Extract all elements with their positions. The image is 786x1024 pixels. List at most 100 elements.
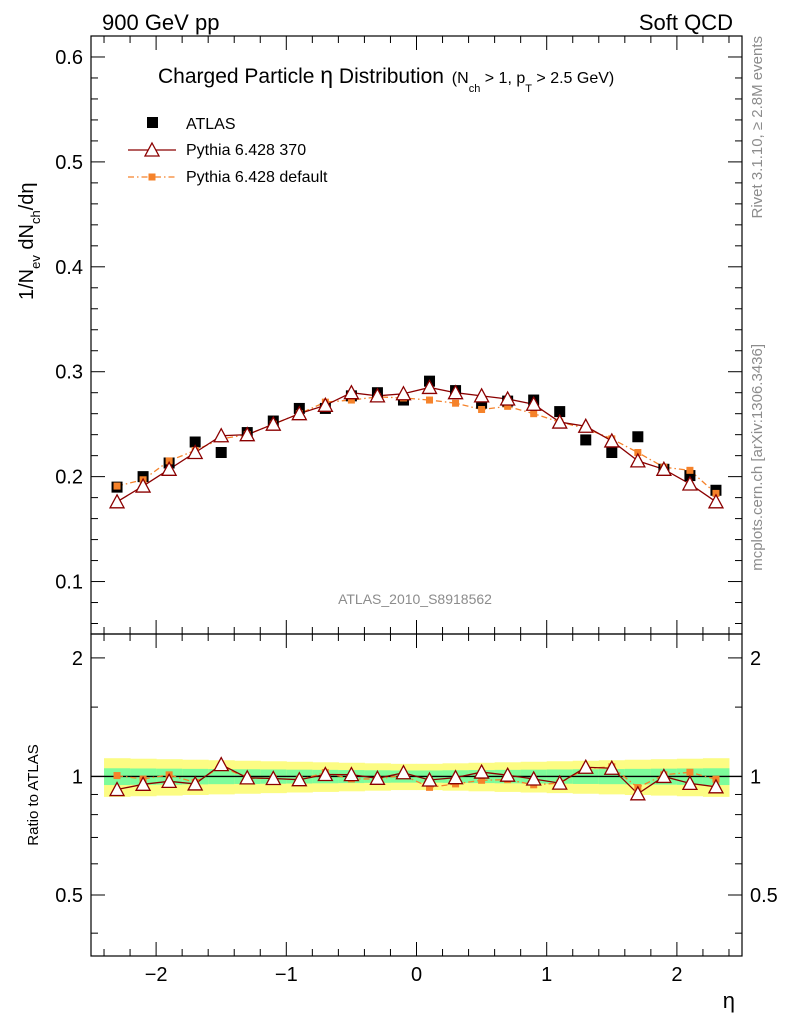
ratio-point-pythia-370 [317,766,334,782]
pythia-370-point [187,444,204,460]
y-tick-label: 0.3 [55,362,83,384]
x-tick-label: −2 [145,964,168,986]
pythia-370-point [421,379,438,395]
ratio-y-axis-label: Ratio to ATLAS [25,744,42,845]
ratio-point-pythia-370 [108,781,126,797]
ratio-tick-label-right: 2 [750,648,761,670]
ratio-point-pythia-370 [447,769,464,785]
y-tick-label: 0.6 [55,47,83,69]
ylabel-a: 1/N [16,269,38,300]
ratio-point-pythia-370 [499,766,516,782]
pythia-370-point [343,384,360,400]
x-axis-label: η [723,988,735,1013]
y-tick-label: 0.5 [55,152,83,174]
ratio-point-pythia-370 [213,756,230,772]
ratio-tick-label: 0.5 [55,885,83,907]
ratio-panel: −2 −1 0 1 2 0.5 0.5 1 1 2 2 [55,633,778,986]
ratio-point-pythia-370 [473,763,490,779]
y-tick-label: 0.2 [55,467,83,489]
chart-title-main: Charged Particle [158,65,314,88]
ylabel-c: /dη [16,182,38,210]
ratio-point-pythia-370 [707,778,725,794]
pythia-default-point [113,482,121,490]
main-panel: 0.1 0.2 0.3 0.4 0.5 0.6 Charged Particle η Di… [55,35,743,797]
ratio-tick-label-right: 0.5 [750,885,778,907]
pythia-default-point [634,449,642,457]
legend-marker-pythia-370 [143,141,161,157]
subtitle-mid: > 1, p [480,70,525,87]
y-axis-label: 1/Nev dNch/dη [16,182,43,300]
pythia-370-point [213,427,230,443]
ratio-tick-label: 1 [72,766,83,788]
pythia-370-point [161,460,178,476]
pythia-370-point [473,387,490,403]
atlas-point [580,434,592,446]
atlas-point [606,447,618,459]
legend-marker-atlas [147,117,158,128]
pythia-default-point [712,489,720,497]
ratio-tick-label-right: 1 [750,766,761,788]
main-series-group [108,375,725,509]
chart-title-tail: Distribution [339,65,444,88]
ratio-point-pythia-370 [161,772,178,788]
legend-label-pythia-default: Pythia 6.428 default [186,169,328,186]
atlas-point [684,470,696,482]
ratio-point-pythia-370 [343,766,360,782]
pythia-default-point [478,405,486,413]
pythia-370-point [134,477,152,493]
ratio-point-pythia-370 [187,775,204,791]
pythia-370-point [499,390,516,406]
pythia-370-point [629,452,646,468]
pythia-370-point [291,405,308,421]
ratio-point-pythia-370 [395,764,412,780]
legend-marker-pythia-default [148,173,156,181]
pythia-default-point [686,466,694,474]
ratio-point-pythia-370 [681,775,699,791]
ratio-uncertainty-band [91,758,742,797]
atlas-point [632,431,644,443]
ratio-point-pythia-370 [421,771,438,787]
ratio-point-pythia-370 [551,774,568,790]
ratio-point-pythia-370 [629,785,646,801]
pythia-default-point [504,402,512,410]
pythia-370-point [551,413,568,429]
atlas-point [189,436,201,448]
ratio-point-pythia-default [686,768,694,776]
rivet-version-label: Rivet 3.1.10, ≥ 2.8M events [749,36,766,219]
ylabel-b: dN [16,224,38,255]
pythia-default-point [426,396,434,404]
atlas-point [476,397,488,409]
chart-subtitle: (Nch > 1, pT > 2.5 GeV) [452,70,614,95]
x-tick-label: 1 [541,964,552,986]
ratio-point-pythia-default [113,772,121,780]
pythia-370-point [603,432,620,448]
pythia-370-point [239,426,256,442]
y-tick-label: 0.4 [55,257,83,279]
ylabel-ev: ev [28,255,43,269]
ratio-point-pythia-370 [134,775,152,791]
analysis-tag: ATLAS_2010_S8918562 [338,591,492,607]
pythia-370-point [681,475,699,491]
ratio-point-pythia-370 [577,758,594,774]
ratio-series-group [108,756,725,801]
x-tick-label: 2 [671,964,682,986]
ratio-point-pythia-370 [525,770,542,786]
pythia-370-point [525,395,542,411]
ratio-axis-ticks: −2 −1 0 1 2 0.5 0.5 1 1 2 2 [55,634,778,986]
subtitle-ch: ch [469,83,481,95]
subtitle-open: (N [452,70,469,87]
y-tick-label: 0.1 [55,572,83,594]
x-tick-label: 0 [411,964,422,986]
pythia-370-point [655,460,672,476]
pythia-370-point [395,385,412,401]
atlas-point [554,406,566,418]
chart-title-eta: η [320,62,333,88]
pythia-370-point [707,493,725,509]
pythia-370-point [447,384,464,400]
subtitle-close: > 2.5 GeV) [532,70,614,87]
ratio-plot-frame [90,633,743,957]
category-label: Soft QCD [639,10,733,35]
pythia-370-point [317,396,334,412]
ratio-point-pythia-default [426,783,434,791]
x-tick-label: −1 [275,964,298,986]
